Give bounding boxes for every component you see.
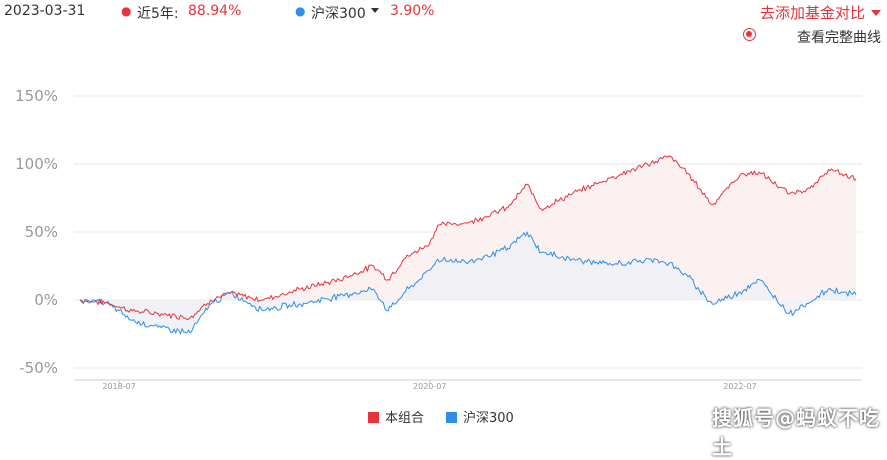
- series-lines: [79, 155, 857, 335]
- benchmark-dot-icon: ●: [295, 4, 306, 18]
- benchmark-swatch-icon: [446, 412, 457, 423]
- full-curve-toggle[interactable]: 查看完整曲线: [797, 30, 881, 46]
- legend-item-benchmark[interactable]: 沪深300: [446, 407, 514, 426]
- legend-item-portfolio[interactable]: 本组合: [368, 407, 424, 426]
- portfolio-dot-icon: ●: [121, 4, 132, 18]
- portfolio-line: [79, 155, 857, 320]
- portfolio-swatch-icon: [368, 412, 379, 423]
- y-tick-label: 50%: [25, 223, 58, 241]
- y-tick-label: 150%: [15, 87, 58, 105]
- benchmark-return-value: 3.90%: [390, 3, 435, 19]
- add-compare-chevron-icon[interactable]: [871, 10, 881, 16]
- x-tick-label: 2018-07: [102, 382, 135, 391]
- legend-label-benchmark: 沪深300: [463, 411, 514, 426]
- area-fills: [80, 155, 856, 334]
- portfolio-return-value: 88.94%: [188, 3, 242, 19]
- date-label: 2023-03-31: [4, 3, 86, 19]
- full-curve-radio-icon[interactable]: [743, 28, 756, 41]
- y-tick-label: 100%: [15, 155, 58, 173]
- benchmark-line: [79, 231, 857, 335]
- benchmark-area: [80, 232, 856, 334]
- x-tick-label: 2020-07: [413, 382, 446, 391]
- y-tick-label: -50%: [19, 359, 58, 377]
- x-axis-ticks: 2018-07 2020-07 2022-07: [102, 380, 757, 391]
- chart-header: 2023-03-31 ● 近5年: 88.94% ● 沪深300 3.90% 去…: [0, 0, 887, 24]
- portfolio-period-label: 近5年:: [137, 6, 179, 22]
- add-fund-compare-button[interactable]: 去添加基金对比: [759, 4, 865, 22]
- y-tick-label: 0%: [34, 291, 58, 309]
- legend-label-portfolio: 本组合: [385, 411, 425, 426]
- performance-chart: 150% 100% 50% 0% -50% 2018-07 2020-07 2022-07: [15, 87, 862, 391]
- x-tick-label: 2022-07: [723, 382, 756, 391]
- benchmark-selector[interactable]: 沪深300: [311, 6, 366, 22]
- y-axis-ticks: 150% 100% 50% 0% -50%: [15, 87, 58, 377]
- watermark: 搜狐号@蚂蚁不吃土: [712, 406, 880, 459]
- chevron-down-icon[interactable]: [371, 8, 379, 13]
